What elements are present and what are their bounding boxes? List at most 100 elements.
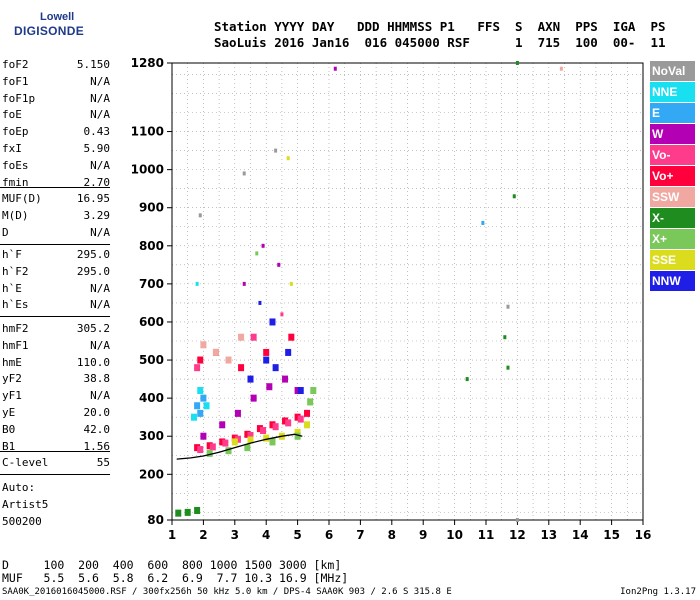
data-point-x bbox=[244, 444, 251, 452]
param-name: hmF2 bbox=[2, 322, 29, 335]
param-name: foEs bbox=[2, 158, 29, 172]
x-tick-label: 4 bbox=[262, 528, 270, 542]
data-point-x bbox=[206, 449, 213, 457]
param-name: h`E bbox=[2, 281, 22, 295]
data-point-nnw bbox=[272, 364, 279, 372]
data-point-vo bbox=[288, 333, 295, 341]
auto-code: 500200 bbox=[2, 515, 42, 528]
param-name: fmin bbox=[2, 175, 29, 189]
data-point-x bbox=[294, 432, 301, 440]
data-point-ssw bbox=[212, 348, 219, 356]
data-point-x bbox=[465, 377, 469, 382]
y-tick-label: 900 bbox=[139, 201, 164, 215]
data-point-ssw bbox=[238, 333, 245, 341]
data-point-x bbox=[184, 508, 191, 516]
param-row: yE 20.0 bbox=[2, 406, 110, 424]
param-row: hmF2 305.2 bbox=[2, 322, 110, 340]
param-row: B1 1.56 bbox=[2, 440, 110, 458]
logo-lowell: Lowell bbox=[40, 11, 75, 23]
x-tick-label: 14 bbox=[572, 528, 589, 542]
param-separator bbox=[0, 316, 110, 317]
footer-version: Ion2Png 1.3.17 bbox=[620, 587, 696, 597]
data-point-vo bbox=[269, 421, 276, 429]
data-point-x bbox=[255, 251, 259, 256]
param-row: M(D) 3.29 bbox=[2, 209, 110, 227]
data-point-w bbox=[219, 421, 226, 429]
x-tick-label: 6 bbox=[325, 528, 333, 542]
x-tick-label: 10 bbox=[446, 528, 463, 542]
data-point-noval bbox=[506, 304, 510, 309]
param-name: foE bbox=[2, 108, 22, 122]
data-point-ssw bbox=[225, 356, 232, 364]
param-value: N/A bbox=[90, 108, 110, 122]
legend-item-x: X- bbox=[650, 208, 695, 228]
param-name: foF2 bbox=[2, 58, 29, 71]
data-point-w bbox=[266, 383, 273, 391]
data-point-vo bbox=[238, 364, 245, 372]
data-point-vo bbox=[219, 438, 226, 446]
y-tick-label: 1280 bbox=[131, 56, 164, 70]
distance-row: D 100 200 400 600 800 1000 1500 3000 [km… bbox=[2, 558, 342, 572]
param-value: N/A bbox=[90, 389, 110, 403]
param-name: h`Es bbox=[2, 298, 29, 312]
param-value: N/A bbox=[90, 225, 110, 239]
param-value: N/A bbox=[90, 158, 110, 172]
param-value: 5.150 bbox=[76, 58, 110, 71]
data-point-sse bbox=[231, 438, 238, 446]
data-point-vo bbox=[194, 444, 201, 452]
data-point-e bbox=[200, 394, 207, 402]
param-name: foEp bbox=[2, 125, 29, 139]
x-tick-label: 5 bbox=[293, 528, 301, 542]
param-value: 16.95 bbox=[76, 192, 110, 205]
data-point-w bbox=[261, 243, 265, 248]
legend-item-x: X+ bbox=[650, 229, 695, 249]
data-point-vo bbox=[247, 431, 254, 439]
x-tick-label: 2 bbox=[199, 528, 207, 542]
footer-file-info: SAA0K_2016016045000.RSF / 300fx256h 50 k… bbox=[2, 587, 452, 597]
data-point-w bbox=[282, 375, 289, 383]
legend-item-e: E bbox=[650, 103, 695, 123]
x-tick-label: 11 bbox=[478, 528, 495, 542]
data-point-vo bbox=[206, 442, 213, 450]
data-point-x bbox=[307, 398, 314, 406]
param-value: N/A bbox=[90, 74, 110, 88]
legend-item-ssw: SSW bbox=[650, 187, 695, 207]
param-row: C-level 55 bbox=[2, 456, 110, 474]
data-point-noval bbox=[198, 213, 202, 218]
param-value: N/A bbox=[90, 338, 110, 352]
param-value: 1.56 bbox=[83, 439, 111, 453]
data-point-e bbox=[481, 220, 485, 225]
param-name: C-level bbox=[2, 456, 49, 469]
param-name: hmF1 bbox=[2, 338, 29, 352]
param-name: fxI bbox=[2, 142, 22, 155]
x-tick-label: 9 bbox=[419, 528, 427, 542]
data-point-x bbox=[503, 335, 507, 340]
data-point-sse bbox=[247, 436, 254, 444]
param-value: 3.29 bbox=[83, 208, 111, 222]
param-separator bbox=[0, 244, 110, 245]
param-row: foF2 5.150 bbox=[2, 58, 110, 76]
x-tick-label: 15 bbox=[603, 528, 620, 542]
data-point-vo bbox=[197, 446, 204, 454]
ionogram-chart: 1 2 3 4 5 6 7 8 9 10 11 12 13 14 15 1680200300400500600… bbox=[131, 56, 652, 542]
param-row: foF1p N/A bbox=[2, 92, 110, 110]
data-point-vo bbox=[285, 419, 292, 427]
legend-item-sse: SSE bbox=[650, 250, 695, 270]
data-point-w bbox=[294, 387, 301, 395]
data-point-vo bbox=[222, 439, 229, 447]
legend-item-vo: Vo+ bbox=[650, 166, 695, 186]
param-value: 38.8 bbox=[83, 372, 111, 386]
y-tick-label: 1000 bbox=[131, 163, 164, 177]
x-tick-label: 7 bbox=[356, 528, 364, 542]
data-point-vo bbox=[272, 423, 279, 431]
data-point-nnw bbox=[247, 375, 254, 383]
param-name: h`F bbox=[2, 248, 22, 261]
param-value: N/A bbox=[90, 91, 110, 105]
data-point-w bbox=[250, 394, 257, 402]
header-labels: Station YYYY DAY DDD HHMMSS P1 FFS S AXN… bbox=[214, 19, 666, 34]
param-name: hmE bbox=[2, 355, 22, 369]
y-tick-label: 300 bbox=[139, 429, 164, 443]
param-separator bbox=[0, 474, 110, 475]
x-tick-label: 12 bbox=[509, 528, 526, 542]
data-point-vo bbox=[244, 430, 251, 438]
